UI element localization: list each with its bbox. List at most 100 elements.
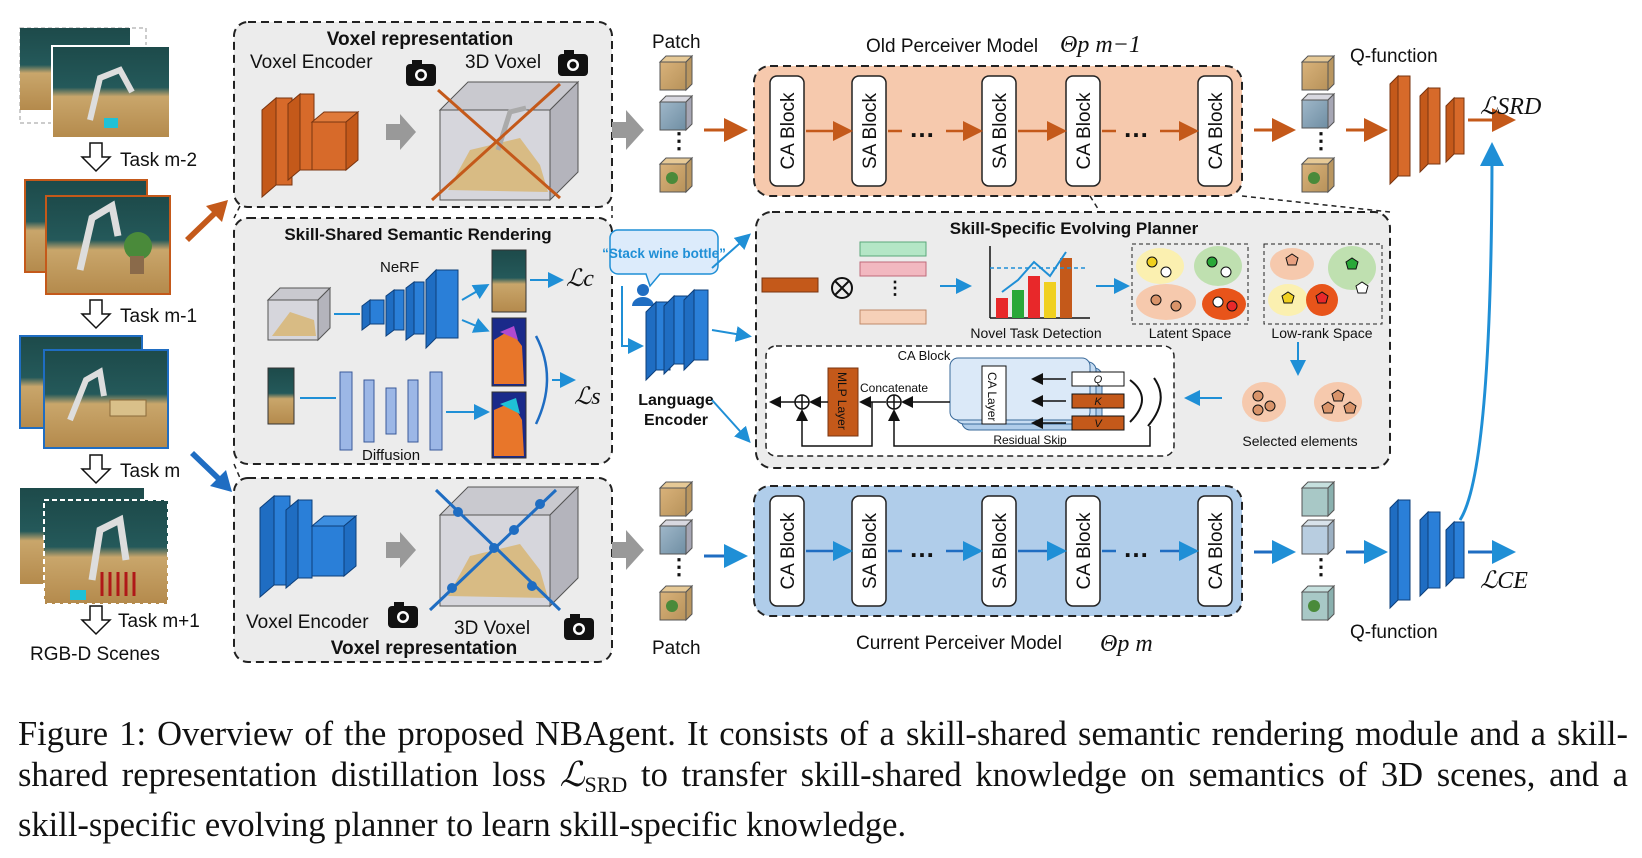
figure-caption: Figure 1: Overview of the proposed NBAge…: [18, 714, 1628, 846]
camera-icon: [388, 602, 418, 628]
current-perceiver-model: CA Block SA Block SA Block CA Block CA Block…: [753, 485, 1243, 657]
task-label-m-plus1: Task m+1: [118, 611, 200, 632]
voxel-bottom-title: Voxel representation: [331, 638, 518, 659]
current-model-title: Current Perceiver Model: [856, 633, 1062, 654]
concat-label: Concatenate: [860, 381, 928, 395]
rendered-rgb-image: [491, 249, 527, 313]
camera-icon: [406, 60, 436, 86]
diffusion-network: [339, 371, 443, 451]
loss-ce: ℒCE: [1480, 568, 1528, 594]
multiply-icon: [831, 277, 853, 299]
selected-label: Selected elements: [1242, 433, 1357, 449]
rendering-title: Skill-Shared Semantic Rendering: [284, 225, 551, 244]
perceiver-block-label: CA Block: [1074, 92, 1095, 170]
perceiver-block-label: CA Block: [1206, 512, 1227, 590]
output-patches-bottom: ⋮: [1300, 480, 1336, 622]
perceiver-block-label: SA Block: [860, 512, 881, 589]
old-model-title: Old Perceiver Model: [866, 36, 1038, 57]
down-arrow-icon: [80, 454, 112, 485]
add-icon: [794, 394, 810, 410]
ca-block-label: CA Block: [898, 348, 951, 363]
residual-label: Residual Skip: [993, 433, 1067, 447]
distillation-arrow: [1458, 142, 1504, 521]
latent-label: Latent Space: [1149, 325, 1232, 341]
voxel-cube-bottom: [428, 485, 580, 612]
perceiver-block-label: CA Block: [778, 92, 799, 170]
latent-space: [1131, 243, 1249, 325]
ca-layer-label: CA Layer: [985, 372, 999, 421]
voxel-encoder-bottom: [259, 494, 358, 599]
language-encoder-label-2: Encoder: [644, 412, 708, 429]
perceiver-block: [769, 75, 805, 187]
gray-arrow-icon: [386, 532, 416, 568]
down-arrow-icon: [80, 142, 112, 173]
mlp-label: MLP Layer: [835, 372, 849, 430]
nerf-label: NeRF: [380, 259, 419, 276]
caption-loss-sub: SRD: [584, 772, 628, 797]
perceiver-block-label: CA Block: [778, 512, 799, 590]
loss-bracket: [534, 335, 549, 425]
semantic-rendering-panel: Skill-Shared Semantic Rendering NeRF ℒc: [233, 205, 613, 465]
gray-arrow-icon: [612, 110, 644, 150]
nerf-network: [361, 268, 459, 350]
patch-dots: ⋮: [1310, 554, 1332, 579]
key-pool: ⋮: [859, 241, 927, 325]
task-label-m1: Task m-1: [120, 306, 197, 327]
orange-feed-arrow-icon: [185, 200, 228, 242]
patch-dots: ⋮: [668, 554, 690, 579]
loss-s: ℒs: [574, 384, 601, 410]
blue-feed-arrow-icon: [190, 451, 232, 492]
down-arrow-icon: [80, 605, 112, 636]
patch-top-label: Patch: [652, 32, 701, 53]
caption-part2: to transfer skill-shared knowledge on se…: [18, 756, 1628, 844]
perceiver-block-label: CA Block: [1206, 92, 1227, 170]
lowrank-label: Low-rank Space: [1271, 325, 1372, 341]
camera-icon: [558, 50, 588, 76]
scene-image-m-plus1: [43, 499, 169, 605]
voxel-top-encoder-label: Voxel Encoder: [250, 52, 373, 73]
voxel-top-voxel-label: 3D Voxel: [465, 52, 541, 73]
camera-icon: [564, 614, 594, 640]
current-model-symbol: Θp m: [1100, 631, 1153, 657]
query-feature: [761, 277, 819, 293]
voxel-encoder-top: [261, 92, 360, 199]
block-ellipsis: …: [1123, 533, 1149, 563]
block-ellipsis: …: [909, 533, 935, 563]
language-encoder-label-1: Language: [638, 392, 714, 409]
perceiver-block-label: CA Block: [1074, 512, 1095, 590]
loss-c: ℒc: [566, 266, 594, 292]
patch-dots: ⋮: [1310, 128, 1332, 153]
user-icon: [632, 284, 654, 306]
voxel-bottom-voxel-label: 3D Voxel: [454, 618, 530, 639]
patch-column-top: Patch ⋮: [652, 32, 701, 194]
caption-part1: Figure 1: Overview of the proposed NBAge…: [18, 715, 1628, 794]
q-bottom-label: Q-function: [1350, 622, 1438, 643]
loss-srd: ℒSRD: [1480, 94, 1541, 120]
patch-dots: ⋮: [668, 128, 690, 153]
q-function-bottom: ℒCE Q-function: [1350, 142, 1528, 643]
down-arrow-icon: [80, 299, 112, 330]
selected-elements: [1242, 382, 1362, 422]
perceiver-block-label: SA Block: [990, 512, 1011, 589]
perceiver-block-label: SA Block: [990, 92, 1011, 169]
voxel-representation-top: Voxel representation Voxel Encoder 3D Vo…: [233, 21, 613, 208]
gray-arrow-icon: [612, 530, 644, 570]
lowrank-space: [1263, 243, 1383, 325]
speech-bubble: [609, 229, 719, 288]
task-label-m: Task m: [120, 461, 180, 482]
old-model-symbol: Θp m−1: [1060, 32, 1141, 58]
voxel-bottom-encoder-label: Voxel Encoder: [246, 612, 369, 633]
old-perceiver-model: Old Perceiver Model Θp m−1 CA Block SA Bl…: [753, 32, 1243, 197]
gray-arrow-icon: [386, 114, 416, 150]
k-label: K: [1094, 396, 1102, 408]
detection-label: Novel Task Detection: [970, 325, 1101, 341]
task-label-m2: Task m-2: [120, 150, 197, 171]
voxel-top-title: Voxel representation: [327, 29, 514, 50]
perceiver-block-label: SA Block: [860, 92, 881, 169]
language-encoder: “Stack wine bottle” Language Encoder: [602, 229, 752, 443]
language-instruction: “Stack wine bottle”: [602, 246, 726, 261]
perceiver-block: [769, 495, 805, 607]
block-ellipsis: …: [1123, 113, 1149, 143]
q-top-label: Q-function: [1350, 46, 1438, 67]
